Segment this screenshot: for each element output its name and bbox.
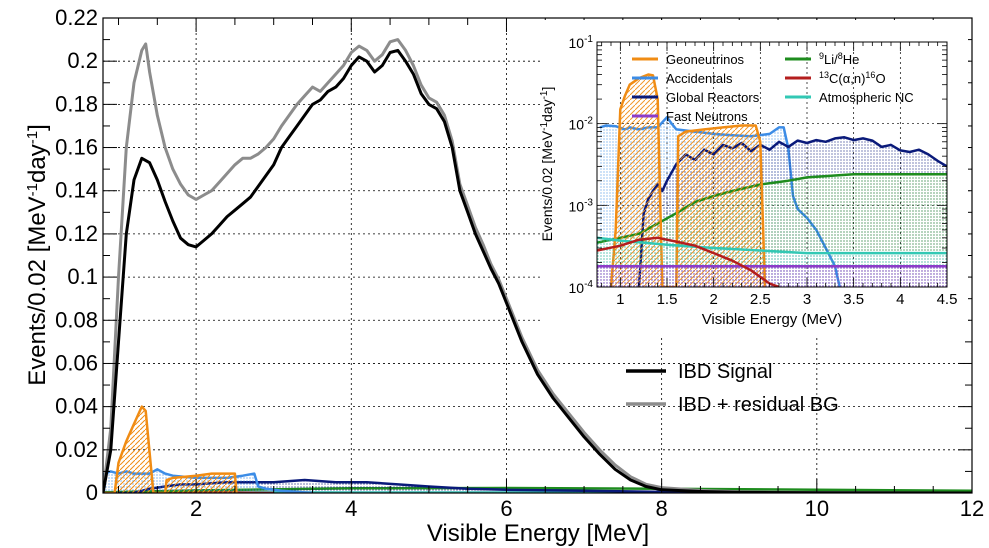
main-y-tick-label: 0.1 xyxy=(67,264,98,289)
inset-y-tick-label: 10-3 xyxy=(569,197,594,214)
inset-x-tick-label: 4.5 xyxy=(937,291,958,308)
inset-legend-label: 13C(α,n)16O xyxy=(819,70,886,86)
main-y-tick-label: 0.08 xyxy=(55,307,98,332)
inset-series xyxy=(597,73,947,287)
inset-x-tick-label: 2.5 xyxy=(750,291,771,308)
main-y-tick-label: 0.12 xyxy=(55,221,98,246)
inset-x-tick-label: 3.5 xyxy=(843,291,864,308)
inset-legend-label: 9Li/8He xyxy=(819,51,859,67)
inset-series-fill-fast-neutrons xyxy=(597,266,947,287)
main-y-tick-label: 0 xyxy=(86,480,98,505)
inset-y-tick-label: 10-1 xyxy=(569,34,594,51)
inset-y-tick-label: 10-2 xyxy=(569,116,594,133)
inset-legend-label: Geoneutrinos xyxy=(666,52,745,67)
inset-legend-label: Global Reactors xyxy=(666,90,760,105)
main-y-tick-label: 0.04 xyxy=(55,394,98,419)
main-y-tick-label: 0.2 xyxy=(67,48,98,73)
main-legend-label: IBD + residual BG xyxy=(678,394,839,416)
main-y-tick-label: 0.22 xyxy=(55,5,98,30)
inset-legend-label: Fast Neutrons xyxy=(666,109,748,124)
main-x-axis-label: Visible Energy [MeV] xyxy=(427,520,649,547)
main-series-line-geoneutrinos xyxy=(103,405,238,493)
inset-x-tick-label: 3 xyxy=(803,291,811,308)
inset-series-line-global-reactors xyxy=(637,136,947,287)
main-y-tick-label: 0.16 xyxy=(55,135,98,160)
inset-legend: Geoneutrinos 9Li/8He Accidentals 13C(α,n)16… xyxy=(632,51,914,124)
main-x-tick-label: 10 xyxy=(805,496,829,521)
main-y-tick-label: 0.02 xyxy=(55,437,98,462)
inset-x-tick-label: 1 xyxy=(616,291,624,308)
inset-x-tick-label: 4 xyxy=(896,291,904,308)
main-series-line-ibd-signal xyxy=(103,48,972,493)
inset-x-axis: 1 1.5 2 2.5 3 3.5 4 4.5 xyxy=(601,42,958,308)
main-y-tick-label: 0.06 xyxy=(55,350,98,375)
main-y-tick-label: 0.18 xyxy=(55,91,98,116)
inset-series-line-13c-n-16o xyxy=(597,236,780,287)
main-y-tick-label: 0.14 xyxy=(55,178,98,203)
inset-legend-label: Accidentals xyxy=(666,71,733,86)
main-legend-label: IBD Signal xyxy=(678,361,773,383)
main-y-axis-label: Events/0.02 [MeV-1day-1] xyxy=(24,124,51,386)
main-legend: IBD Signal IBD + residual BG xyxy=(626,361,839,416)
inset-x-tick-label: 1.5 xyxy=(657,291,678,308)
main-series-fill-global-reactors xyxy=(103,480,972,493)
inset-y-axis: 10-4 10-3 10-2 10-1 xyxy=(569,34,947,296)
inset-x-axis-label: Visible Energy (MeV) xyxy=(702,311,843,328)
inset-series-line-geoneutrinos xyxy=(609,73,767,287)
main-x-tick-label: 4 xyxy=(345,496,357,521)
inset-x-tick-label: 2 xyxy=(709,291,717,308)
main-series-line-ibd-residual-bg xyxy=(103,38,972,493)
inset-frame xyxy=(596,41,948,288)
inset-y-axis-label: Events/0.02 [MeV-1day-1] xyxy=(539,87,555,242)
main-x-axis: 2 4 6 8 10 12 xyxy=(118,18,984,521)
inset-plot: Geoneutrinos 9Li/8He Accidentals 13C(α,n)16… xyxy=(539,20,968,338)
main-y-axis: 0 0.02 0.04 0.06 0.08 0.1 0.12 0.14 0.16 0.18 0.2 0… xyxy=(55,5,972,505)
main-x-tick-label: 8 xyxy=(656,496,668,521)
inset-legend-label: Atmospheric NC xyxy=(819,90,914,105)
main-x-tick-label: 2 xyxy=(190,496,202,521)
main-series-fill-geoneutrinos xyxy=(103,406,237,493)
main-x-tick-label: 12 xyxy=(960,496,984,521)
inset-y-tick-label: 10-4 xyxy=(569,279,594,296)
main-x-tick-label: 6 xyxy=(500,496,512,521)
